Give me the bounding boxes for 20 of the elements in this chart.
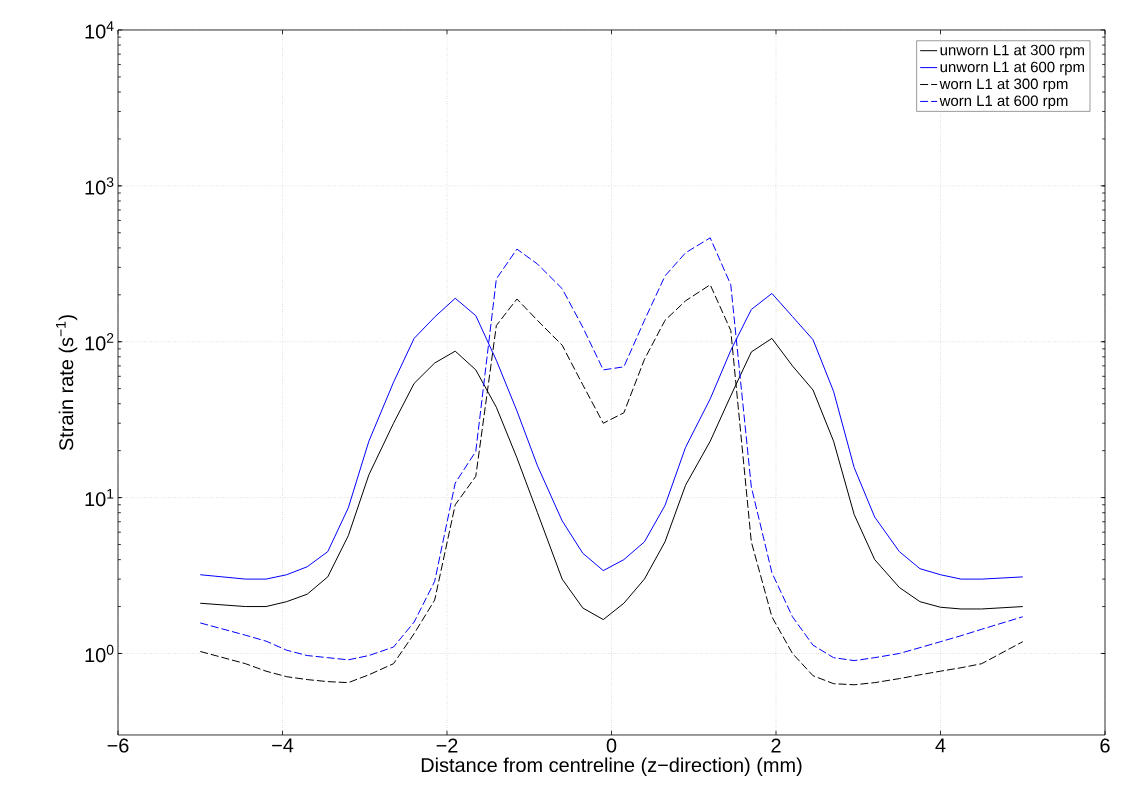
x-tick-label: 2	[771, 738, 781, 753]
legend-label: unworn L1 at 300 rpm	[940, 44, 1084, 59]
legend-label: worn L1 at 300 rpm	[939, 78, 1068, 93]
y-tick-label: 10$^{4}$	[85, 21, 114, 39]
line-series	[199, 284, 1024, 686]
y-tick-label: 10$^{3}$	[85, 177, 114, 195]
x-tick-label: 0	[606, 738, 617, 753]
x-tick-label: −4	[272, 738, 294, 753]
x-tick-label: −2	[436, 738, 458, 753]
x-tick-label: 6	[1100, 738, 1110, 753]
y-axis-title: Strain rate (s$^{−1}$)	[56, 315, 78, 451]
x-tick-label: 4	[935, 738, 946, 753]
y-tick-label: 10$^{2}$	[85, 333, 114, 351]
x-tick-label: −6	[107, 738, 129, 753]
line-series	[199, 237, 1024, 662]
y-tick-label: 10$^{0}$	[85, 644, 114, 663]
x-axis-title: Distance from centreline (z−direction) (mm)	[421, 757, 802, 777]
y-tick-label: 10$^{1}$	[85, 488, 114, 507]
legend-label: unworn L1 at 600 rpm	[940, 61, 1084, 76]
legend-label: worn L1 at 600 rpm	[939, 95, 1068, 109]
